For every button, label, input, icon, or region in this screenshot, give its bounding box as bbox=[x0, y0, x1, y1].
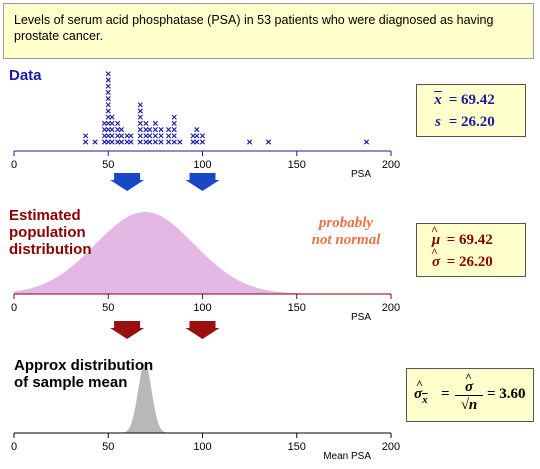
data-point-9-6 bbox=[138, 103, 142, 107]
data-point-9-0 bbox=[138, 140, 142, 144]
data-point-3-11 bbox=[106, 72, 110, 76]
arrow-down-icon-red-2 bbox=[186, 321, 220, 339]
data-point-10-3 bbox=[144, 121, 148, 125]
tick-label-2-0: 0 bbox=[11, 441, 17, 453]
data-point-15-1 bbox=[172, 134, 176, 138]
tick-label-2-2: 100 bbox=[193, 441, 211, 453]
data-point-20-0 bbox=[247, 140, 251, 144]
data-point-13-1 bbox=[159, 134, 163, 138]
data-point-12-0 bbox=[153, 140, 157, 144]
data-point-15-0 bbox=[172, 140, 176, 144]
tick-label-0-2: 100 bbox=[193, 159, 211, 171]
data-point-9-3 bbox=[138, 121, 142, 125]
data-point-9-4 bbox=[138, 115, 142, 119]
arrow-down-icon-blue-1 bbox=[110, 173, 144, 191]
axis-title-2: Mean PSA bbox=[323, 451, 371, 462]
data-point-15-3 bbox=[172, 121, 176, 125]
data-point-3-6 bbox=[106, 103, 110, 107]
data-point-18-2 bbox=[195, 127, 199, 131]
data-point-9-5 bbox=[138, 109, 142, 113]
data-point-14-2 bbox=[166, 127, 170, 131]
data-point-13-0 bbox=[159, 140, 163, 144]
data-point-5-3 bbox=[115, 121, 119, 125]
data-point-3-9 bbox=[106, 84, 110, 88]
tick-label-1-0: 0 bbox=[11, 302, 17, 314]
tick-label-0-0: 0 bbox=[11, 159, 17, 171]
data-point-12-2 bbox=[153, 127, 157, 131]
mean-section-label: Approx distribution of sample mean bbox=[14, 357, 153, 391]
data-point-4-1 bbox=[110, 134, 114, 138]
data-point-15-4 bbox=[172, 115, 176, 119]
tick-label-0-1: 50 bbox=[102, 159, 114, 171]
tick-label-2-3: 150 bbox=[288, 441, 306, 453]
data-point-13-2 bbox=[159, 127, 163, 131]
tick-label-1-2: 100 bbox=[193, 302, 211, 314]
axis-title-0: PSA bbox=[351, 169, 371, 180]
data-point-11-0 bbox=[148, 140, 152, 144]
data-point-0-1 bbox=[83, 134, 87, 138]
data-point-4-4 bbox=[110, 115, 114, 119]
tick-label-0-4: 200 bbox=[382, 159, 400, 171]
data-point-9-2 bbox=[138, 127, 142, 131]
data-point-11-1 bbox=[148, 134, 152, 138]
data-point-4-0 bbox=[110, 140, 114, 144]
data-point-8-0 bbox=[129, 140, 133, 144]
population-section-label: Estimated population distribution bbox=[9, 207, 92, 258]
data-point-3-10 bbox=[106, 78, 110, 82]
data-point-18-0 bbox=[195, 140, 199, 144]
axis-title-1: PSA bbox=[351, 312, 371, 323]
data-point-16-0 bbox=[178, 140, 182, 144]
data-point-8-1 bbox=[129, 134, 133, 138]
data-point-6-0 bbox=[119, 140, 123, 144]
data-point-22-0 bbox=[364, 140, 368, 144]
tick-label-2-4: 200 bbox=[382, 441, 400, 453]
data-point-1-0 bbox=[93, 140, 97, 144]
data-point-15-2 bbox=[172, 127, 176, 131]
data-point-6-2 bbox=[119, 127, 123, 131]
data-point-0-0 bbox=[83, 140, 87, 144]
data-point-4-2 bbox=[110, 127, 114, 131]
data-point-18-1 bbox=[195, 134, 199, 138]
data-point-21-0 bbox=[266, 140, 270, 144]
data-point-12-1 bbox=[153, 134, 157, 138]
data-point-14-1 bbox=[166, 134, 170, 138]
data-point-6-1 bbox=[119, 134, 123, 138]
data-point-14-0 bbox=[166, 140, 170, 144]
data-point-12-3 bbox=[153, 121, 157, 125]
data-point-19-1 bbox=[200, 134, 204, 138]
arrow-down-icon-red-1 bbox=[110, 321, 144, 339]
tick-label-1-1: 50 bbox=[102, 302, 114, 314]
data-point-19-0 bbox=[200, 140, 204, 144]
data-point-11-2 bbox=[148, 127, 152, 131]
data-point-3-7 bbox=[106, 96, 110, 100]
data-point-3-8 bbox=[106, 90, 110, 94]
tick-label-1-4: 200 bbox=[382, 302, 400, 314]
data-point-3-5 bbox=[106, 109, 110, 113]
arrow-down-icon-blue-2 bbox=[186, 173, 220, 191]
data-point-9-1 bbox=[138, 134, 142, 138]
tick-label-2-1: 50 bbox=[102, 441, 114, 453]
tick-label-0-3: 150 bbox=[288, 159, 306, 171]
data-point-4-3 bbox=[110, 121, 114, 125]
tick-label-1-3: 150 bbox=[288, 302, 306, 314]
